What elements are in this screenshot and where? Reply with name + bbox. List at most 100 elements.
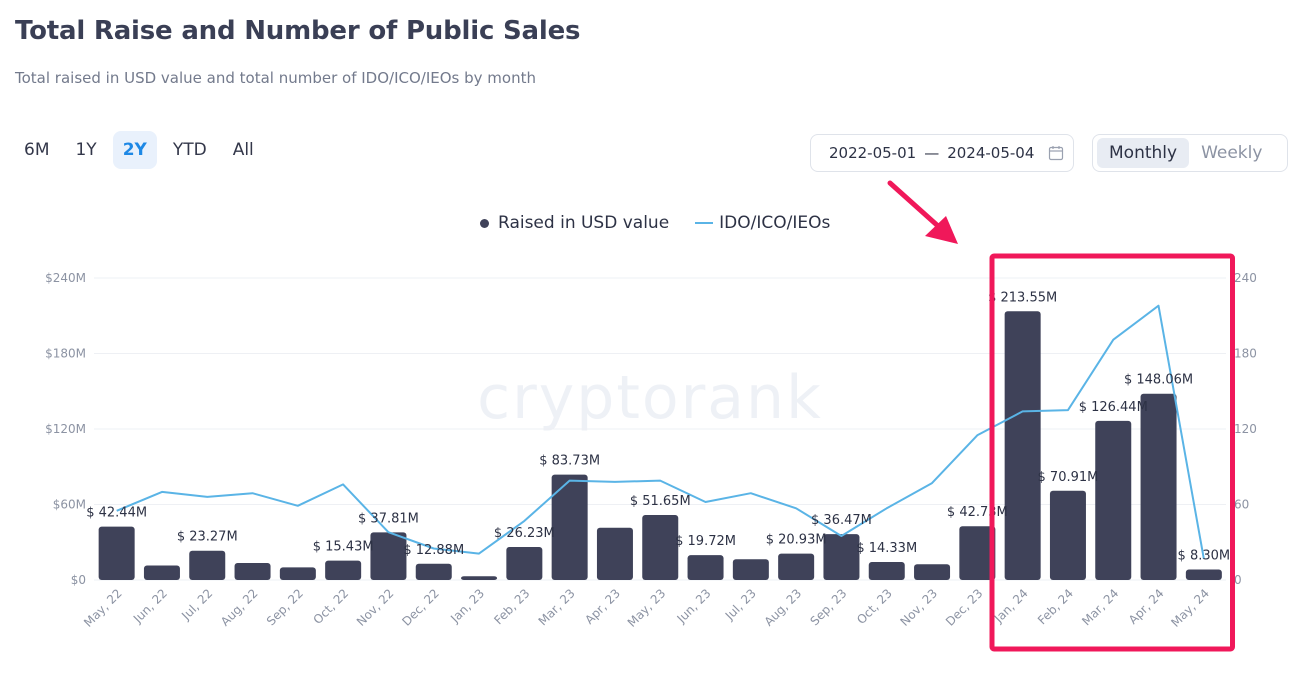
bar	[959, 526, 996, 580]
data-label: $ 36.47M	[811, 513, 872, 528]
calendar-icon[interactable]	[1048, 145, 1064, 161]
bar	[279, 567, 316, 580]
x-axis-tick-label: Aug, 22	[218, 586, 261, 629]
data-label: $ 12.88M	[403, 543, 464, 558]
range-2y-button[interactable]: 2Y	[112, 131, 157, 169]
x-axis-tick-label: Feb, 24	[1035, 586, 1076, 627]
right-axis-tick-label: 60	[1234, 498, 1249, 512]
bar	[1185, 569, 1222, 580]
bar	[642, 515, 679, 580]
data-label: $ 42.44M	[86, 506, 147, 521]
data-label: $ 26.23M	[494, 526, 555, 541]
time-range-selector: 6M 1Y 2Y YTD All	[14, 131, 264, 169]
x-axis-tick-label: Feb, 23	[491, 586, 532, 627]
bar	[551, 474, 588, 580]
period-monthly-button[interactable]: Monthly	[1097, 138, 1190, 168]
bar	[868, 561, 905, 580]
date-range-picker[interactable]: 2022-05-01 — 2024-05-04	[810, 134, 1074, 172]
right-axis-tick-label: 240	[1234, 271, 1257, 285]
x-axis-tick-label: Mar, 24	[1079, 586, 1121, 628]
bar	[98, 526, 135, 580]
period-weekly-button[interactable]: Weekly	[1201, 143, 1263, 163]
date-separator: —	[924, 144, 940, 162]
range-all-button[interactable]: All	[232, 140, 254, 160]
data-label: $ 83.73M	[539, 454, 600, 469]
chart-legend: Raised in USD value IDO/ICO/IEOs	[480, 213, 830, 233]
bar	[461, 576, 498, 580]
x-axis-tick-label: May, 23	[625, 586, 669, 630]
x-axis-tick-label: Apr, 23	[582, 586, 623, 627]
data-label: $ 15.43M	[313, 540, 374, 555]
x-axis-tick-label: Nov, 22	[354, 586, 397, 629]
x-axis-tick-label: Apr, 24	[1126, 586, 1167, 627]
bar	[1095, 420, 1132, 580]
x-axis-tick-label: Aug, 23	[762, 586, 805, 629]
bar	[1140, 393, 1177, 580]
left-axis-tick-label: $180M	[45, 347, 86, 361]
highlight-box	[989, 253, 1235, 652]
x-axis-tick-label: Jun, 23	[674, 586, 714, 626]
x-axis-tick-label: Nov, 23	[898, 586, 941, 629]
right-axis-tick-label: 120	[1234, 422, 1257, 436]
legend-line-label[interactable]: IDO/ICO/IEOs	[719, 213, 831, 233]
bar	[778, 553, 815, 580]
bar	[325, 560, 362, 580]
left-axis-tick-label: $60M	[53, 498, 86, 512]
right-axis-tick-label: 180	[1234, 347, 1257, 361]
data-label: $ 126.44M	[1079, 400, 1148, 415]
x-axis-tick-label: Jan, 23	[447, 586, 487, 626]
range-1y-button[interactable]: 1Y	[75, 140, 97, 160]
bar	[1004, 311, 1041, 580]
data-label: $ 37.81M	[358, 511, 419, 526]
x-axis-tick-label: Oct, 23	[854, 586, 895, 627]
page-subtitle: Total raised in USD value and total numb…	[15, 69, 536, 87]
data-label: $ 20.93M	[766, 533, 827, 548]
left-axis-tick-label: $0	[71, 573, 86, 587]
x-axis-tick-label: May, 24	[1168, 586, 1212, 630]
data-label: $ 23.27M	[177, 530, 238, 545]
left-axis-tick-label: $240M	[45, 271, 86, 285]
page-title: Total Raise and Number of Public Sales	[15, 16, 581, 46]
watermark-text: cryptorank	[477, 363, 823, 433]
date-end: 2024-05-04	[947, 144, 1035, 162]
x-axis-tick-label: Jul, 22	[178, 586, 215, 623]
period-toggle: Monthly Weekly	[1092, 134, 1288, 172]
bar	[189, 550, 226, 580]
x-axis-tick-label: Jan, 24	[991, 586, 1031, 626]
x-axis-tick-label: Sep, 23	[807, 586, 849, 628]
data-label: $ 8.30M	[1178, 549, 1231, 564]
x-axis-tick-label: May, 22	[81, 586, 125, 630]
date-start: 2022-05-01	[829, 144, 917, 162]
bar	[506, 546, 543, 580]
data-label: $ 14.33M	[856, 541, 917, 556]
right-axis-tick-label: 0	[1234, 573, 1242, 587]
data-label: $ 70.91M	[1038, 470, 1099, 485]
x-axis-tick-label: Jul, 23	[722, 586, 759, 623]
bar	[823, 534, 860, 580]
legend-bar-marker	[480, 218, 489, 228]
data-label: $ 148.06M	[1124, 373, 1193, 388]
bar	[1049, 490, 1086, 580]
legend-line-marker	[695, 222, 714, 224]
x-axis-tick-label: Oct, 22	[311, 586, 352, 627]
bar	[732, 559, 769, 580]
annotation-arrow-shaft	[887, 180, 941, 229]
legend-bar-label[interactable]: Raised in USD value	[498, 213, 670, 233]
bar	[914, 564, 951, 580]
bar	[687, 555, 724, 580]
bar	[370, 532, 407, 580]
data-label: $ 51.65M	[630, 494, 691, 509]
data-label: $ 19.72M	[675, 534, 736, 549]
x-axis-tick-label: Dec, 23	[943, 586, 986, 629]
line-series	[116, 304, 1205, 559]
range-ytd-button[interactable]: YTD	[172, 140, 207, 160]
x-axis-tick-label: Sep, 22	[264, 586, 306, 628]
bar	[596, 527, 633, 580]
range-6m-button[interactable]: 6M	[24, 140, 50, 160]
x-axis-tick-label: Dec, 22	[399, 586, 442, 629]
bar	[234, 563, 271, 580]
x-axis-tick-label: Jun, 22	[130, 586, 170, 626]
annotation-arrow-head	[925, 216, 958, 244]
left-axis-tick-label: $120M	[45, 422, 86, 436]
